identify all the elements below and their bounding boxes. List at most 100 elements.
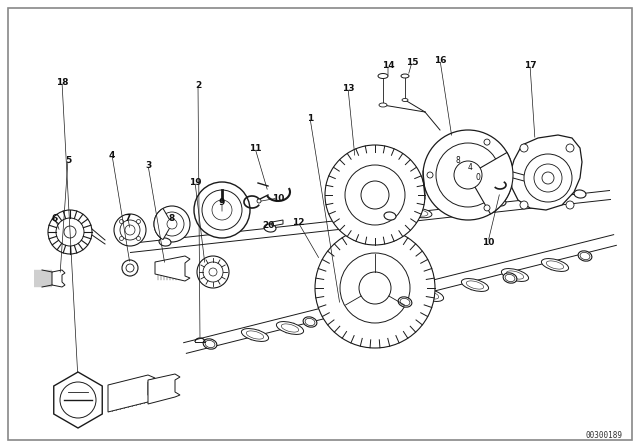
Circle shape [136, 237, 141, 241]
Ellipse shape [362, 302, 388, 314]
Circle shape [345, 165, 405, 225]
Circle shape [566, 144, 574, 152]
Ellipse shape [408, 208, 432, 218]
Circle shape [136, 220, 141, 224]
Polygon shape [272, 220, 283, 226]
Circle shape [427, 172, 433, 178]
Circle shape [203, 262, 223, 282]
Ellipse shape [378, 73, 388, 78]
Ellipse shape [402, 99, 408, 102]
Ellipse shape [379, 103, 387, 107]
Circle shape [160, 212, 184, 236]
Circle shape [64, 226, 76, 238]
Ellipse shape [494, 198, 506, 206]
Circle shape [359, 272, 391, 304]
Text: 2: 2 [195, 81, 201, 90]
Ellipse shape [461, 279, 488, 292]
Polygon shape [510, 135, 582, 210]
Wedge shape [468, 152, 513, 214]
Ellipse shape [303, 317, 317, 327]
Ellipse shape [463, 200, 487, 210]
Text: 7: 7 [125, 214, 131, 223]
Ellipse shape [398, 297, 412, 307]
Ellipse shape [348, 220, 372, 230]
Circle shape [114, 214, 146, 246]
Circle shape [257, 199, 261, 203]
Text: 16: 16 [434, 56, 446, 65]
Ellipse shape [326, 311, 353, 324]
Ellipse shape [276, 322, 303, 334]
Text: 10: 10 [272, 194, 284, 202]
Circle shape [361, 181, 389, 209]
Text: 19: 19 [189, 177, 202, 186]
Circle shape [56, 218, 84, 246]
Circle shape [120, 237, 124, 241]
Ellipse shape [501, 268, 529, 281]
Text: 11: 11 [249, 143, 261, 152]
Polygon shape [52, 270, 65, 287]
Ellipse shape [264, 224, 276, 232]
Ellipse shape [401, 74, 409, 78]
Ellipse shape [541, 258, 568, 271]
Text: 5: 5 [65, 155, 71, 164]
Circle shape [520, 144, 528, 152]
Text: 18: 18 [56, 78, 68, 86]
Circle shape [520, 201, 528, 209]
Text: 17: 17 [524, 60, 536, 69]
Text: 15: 15 [406, 57, 419, 66]
Circle shape [484, 205, 490, 211]
Circle shape [197, 256, 229, 288]
Polygon shape [108, 375, 155, 412]
Circle shape [542, 172, 554, 184]
Wedge shape [154, 208, 172, 240]
Circle shape [202, 190, 242, 230]
Circle shape [167, 219, 177, 229]
Ellipse shape [523, 190, 547, 200]
Text: 12: 12 [292, 217, 304, 227]
Polygon shape [148, 374, 180, 404]
Circle shape [566, 201, 574, 209]
Text: 0: 0 [476, 172, 481, 181]
Polygon shape [54, 372, 102, 428]
Ellipse shape [578, 251, 592, 261]
Circle shape [524, 154, 572, 202]
Text: 00300189: 00300189 [585, 431, 622, 440]
Text: 14: 14 [381, 60, 394, 69]
Circle shape [120, 220, 124, 224]
Circle shape [325, 145, 425, 245]
Circle shape [315, 228, 435, 348]
Circle shape [340, 253, 410, 323]
Text: 4: 4 [468, 163, 472, 172]
Circle shape [48, 210, 92, 254]
Text: 9: 9 [219, 198, 225, 207]
Polygon shape [155, 256, 190, 281]
Ellipse shape [159, 238, 171, 246]
Text: 10: 10 [482, 237, 494, 246]
Circle shape [534, 164, 562, 192]
Ellipse shape [503, 273, 517, 283]
Ellipse shape [203, 339, 217, 349]
Ellipse shape [574, 190, 586, 198]
Ellipse shape [384, 212, 396, 220]
Circle shape [125, 225, 135, 235]
Circle shape [212, 200, 232, 220]
Circle shape [423, 130, 513, 220]
Circle shape [120, 220, 140, 240]
Circle shape [60, 382, 96, 418]
Text: 20: 20 [262, 220, 274, 229]
Text: 8: 8 [169, 214, 175, 223]
Circle shape [484, 139, 490, 145]
Circle shape [126, 264, 134, 272]
Text: 6: 6 [52, 214, 58, 223]
Text: 8: 8 [456, 155, 460, 164]
Ellipse shape [417, 289, 444, 302]
Circle shape [436, 143, 500, 207]
Circle shape [194, 182, 250, 238]
Circle shape [209, 268, 217, 276]
Text: 4: 4 [109, 151, 115, 159]
Circle shape [454, 161, 482, 189]
Circle shape [154, 206, 190, 242]
Circle shape [122, 260, 138, 276]
Text: 3: 3 [145, 160, 151, 169]
Ellipse shape [241, 328, 269, 341]
